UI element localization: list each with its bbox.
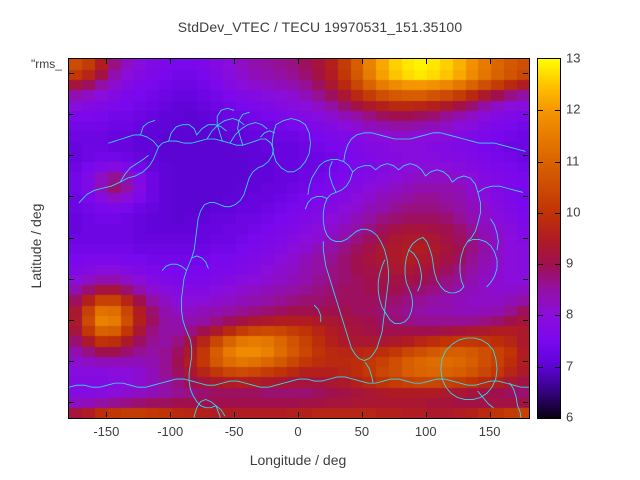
colorbar-tick-mark [538, 110, 543, 111]
y-tick-mark [523, 319, 528, 321]
colorbar [537, 58, 561, 419]
colorbar-tick-label: 13 [566, 50, 581, 66]
y-tick-mark [523, 114, 528, 116]
y-tick-mark [69, 237, 74, 239]
x-tick-mark [106, 59, 108, 64]
y-tick-mark [523, 155, 528, 157]
y-tick-mark [523, 360, 528, 362]
colorbar-tick-mark [555, 315, 560, 316]
y-tick-mark [69, 155, 74, 157]
colorbar-tick-mark [555, 110, 560, 111]
colorbar-tick-mark [538, 213, 543, 214]
x-tick-mark [298, 59, 299, 64]
colorbar-tick-label: 12 [566, 101, 581, 117]
y-tick-mark [69, 360, 74, 362]
x-axis-title: Longitude / deg [249, 452, 347, 468]
y-tick-mark [69, 319, 74, 321]
y-tick-mark [69, 196, 74, 198]
x-tick-mark [361, 59, 363, 64]
colorbar-tick-label: 6 [566, 409, 574, 425]
y-tick-mark [523, 196, 528, 198]
colorbar-tick-mark [538, 264, 543, 265]
colorbar-tick-mark [538, 315, 543, 316]
y-tick-mark [69, 401, 74, 403]
x-tick-mark [170, 59, 172, 64]
y-tick-mark [69, 278, 74, 280]
colorbar-tick-label: 11 [566, 153, 580, 169]
colorbar-tick-label: 10 [566, 204, 581, 220]
y-tick-mark [523, 278, 528, 280]
x-tick-label: -100 [157, 424, 184, 439]
y-tick-mark [69, 114, 74, 116]
heatmap-plot-area [68, 58, 530, 419]
x-tick-label: 150 [478, 424, 501, 439]
colorbar-tick-label: 8 [566, 306, 574, 322]
x-tick-mark [425, 59, 427, 64]
x-tick-label: 0 [294, 424, 302, 439]
x-tick-mark [361, 412, 363, 417]
colorbar-tick-label: 7 [566, 358, 574, 374]
stray-key-label: "rms_ [31, 57, 62, 71]
colorbar-tick-mark [555, 162, 560, 163]
x-tick-mark [489, 412, 491, 417]
colorbar-tick-mark [538, 367, 543, 368]
x-tick-mark [234, 412, 236, 417]
x-tick-mark [170, 412, 172, 417]
x-tick-label: -50 [224, 424, 244, 439]
x-tick-label: -150 [93, 424, 120, 439]
y-tick-mark [69, 73, 74, 75]
x-tick-mark [106, 412, 108, 417]
colorbar-tick-mark [555, 367, 560, 368]
x-tick-mark [425, 412, 427, 417]
colorbar-tick-mark [555, 264, 560, 265]
colorbar-gradient [538, 59, 560, 418]
y-tick-mark [523, 237, 528, 239]
x-tick-mark [298, 412, 299, 417]
page-title: StdDev_VTEC / TECU 19970531_151.35100 [177, 19, 463, 35]
x-tick-mark [489, 59, 491, 64]
colorbar-tick-mark [555, 213, 560, 214]
colorbar-tick-mark [538, 162, 543, 163]
vtec-heatmap-canvas [69, 59, 529, 418]
y-tick-mark [523, 73, 528, 75]
x-tick-mark [234, 59, 236, 64]
y-tick-mark [523, 401, 528, 403]
x-tick-label: 50 [354, 424, 370, 439]
x-tick-label: 100 [414, 424, 437, 439]
colorbar-tick-label: 9 [566, 255, 574, 271]
y-axis-title: Latitude / deg [28, 203, 44, 289]
